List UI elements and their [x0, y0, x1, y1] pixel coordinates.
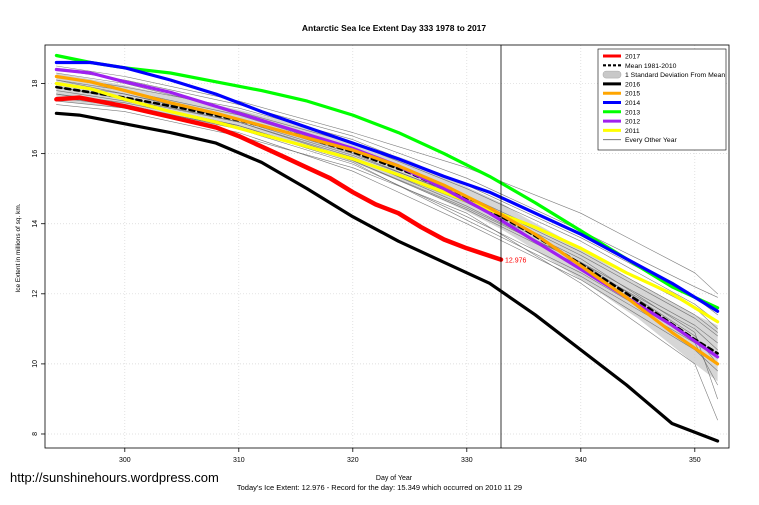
series-line-other-9 [56, 72, 718, 323]
y-axis-label: Ice Extent in millions of sq. km. [15, 203, 22, 292]
watermark-url: http://sunshinehours.wordpress.com [10, 470, 219, 485]
x-tick-label: 330 [461, 457, 473, 464]
x-tick-label: 320 [347, 457, 359, 464]
footer-summary: Today's Ice Extent: 12.976 - Record for … [236, 483, 523, 492]
series-line-2017-22 [54, 95, 504, 262]
legend: 2017 Mean 1981-2010 1 Standard Deviation F… [597, 48, 727, 151]
legend-label-2012: 2012 [625, 119, 640, 126]
series-line-other-0 [56, 69, 718, 298]
legend-label-2017: 2017 [625, 54, 640, 61]
series-line-other-2 [56, 86, 718, 344]
legend-label-band: 1 Standard Deviation From Mean [625, 72, 725, 79]
x-tick-label: 350 [689, 457, 701, 464]
legend-label-2011: 2011 [625, 128, 640, 135]
legend-label-mean: Mean 1981-2010 [625, 63, 677, 70]
axes: 12.976 300 310 320 330 340 350 8 10 12 14 16 18 [32, 44, 730, 464]
series-line-other-10 [56, 104, 718, 421]
series-lines [54, 53, 720, 443]
legend-label-2013: 2013 [625, 109, 640, 116]
legend-swatch-band [602, 70, 622, 79]
x-axis-label: Day of Year [376, 475, 413, 482]
plot-frame [44, 44, 730, 449]
series-line-other-11 [56, 65, 718, 295]
legend-label-2014: 2014 [625, 100, 640, 107]
series-line-2014-19 [54, 60, 720, 313]
series-line-other-14 [56, 93, 718, 365]
y-tick-label: 18 [32, 80, 39, 88]
legend-label-2016: 2016 [625, 81, 640, 88]
y-tick-label: 14 [32, 220, 39, 228]
y-tick-label: 12 [32, 290, 39, 298]
legend-label-other: Every Other Year [625, 137, 677, 144]
chart-title: Antarctic Sea Ice Extent Day 333 1978 to… [302, 23, 487, 33]
x-tick-label: 310 [233, 457, 245, 464]
legend-label-2015: 2015 [625, 91, 640, 98]
series-line-other-13 [56, 79, 718, 333]
y-tick-label: 8 [32, 432, 39, 436]
series-line-2016-21 [54, 111, 720, 443]
x-tick-label: 300 [119, 457, 131, 464]
x-tick-label: 340 [575, 457, 587, 464]
current-value-label: 12.976 [505, 258, 527, 265]
y-tick-label: 16 [32, 150, 39, 158]
y-tick-label: 10 [32, 360, 39, 368]
series-line-2011-16 [54, 81, 720, 324]
series-line-2015-20 [54, 74, 720, 366]
